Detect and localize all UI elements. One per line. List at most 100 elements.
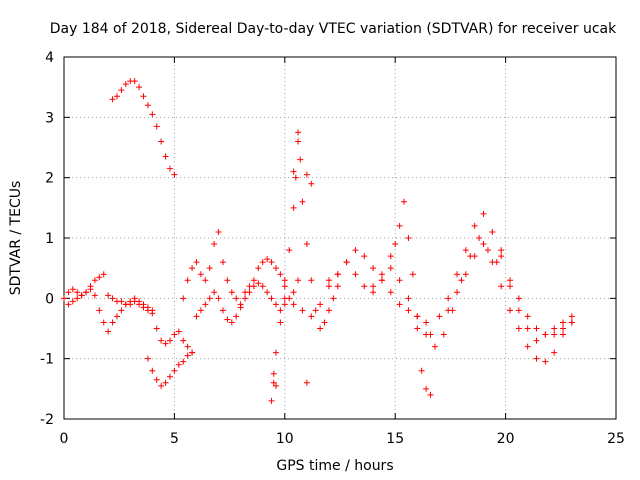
data-point: [180, 337, 187, 344]
data-point: [171, 171, 178, 178]
data-point: [180, 295, 187, 302]
data-point: [297, 156, 304, 163]
data-point: [122, 301, 129, 308]
data-point: [127, 298, 134, 305]
data-point: [184, 277, 191, 284]
data-point: [551, 325, 558, 332]
data-point: [290, 204, 297, 211]
data-point: [166, 165, 173, 172]
data-point: [83, 289, 90, 296]
data-point: [224, 277, 231, 284]
data-point: [193, 313, 200, 320]
data-point: [454, 271, 461, 278]
data-point: [277, 319, 284, 326]
data-point: [100, 271, 107, 278]
data-point: [268, 397, 275, 404]
data-point: [250, 283, 257, 290]
data-point: [206, 265, 213, 272]
data-point: [295, 277, 302, 284]
data-point: [264, 289, 271, 296]
x-tick-label: 25: [607, 431, 625, 447]
data-point: [215, 228, 222, 235]
data-point: [396, 301, 403, 308]
data-point: [551, 331, 558, 338]
data-point: [303, 379, 310, 386]
data-point: [255, 265, 262, 272]
data-point: [158, 382, 165, 389]
data-point: [290, 168, 297, 175]
series-outliers: [270, 129, 315, 389]
data-point: [409, 271, 416, 278]
data-point: [233, 313, 240, 320]
data-point: [281, 301, 288, 308]
data-point: [405, 307, 412, 314]
data-point: [277, 307, 284, 314]
data-point: [299, 307, 306, 314]
data-point: [401, 198, 408, 205]
data-point: [352, 247, 359, 254]
data-point: [118, 87, 125, 94]
data-point: [533, 337, 540, 344]
data-point: [61, 295, 67, 302]
data-point: [292, 174, 299, 181]
data-point: [524, 325, 531, 332]
series-arc-6: [193, 277, 302, 326]
data-point: [560, 319, 567, 326]
data-point: [175, 328, 182, 335]
data-point: [162, 153, 169, 160]
data-point: [308, 180, 315, 187]
data-point: [498, 247, 505, 254]
data-point: [153, 325, 160, 332]
data-point: [140, 301, 147, 308]
series-arc-2: [65, 286, 156, 335]
data-point: [65, 289, 72, 296]
data-point: [387, 265, 394, 272]
data-point: [568, 313, 575, 320]
data-point: [268, 295, 275, 302]
data-point: [396, 277, 403, 284]
data-point: [480, 210, 487, 217]
y-tick-label: 2: [45, 171, 54, 187]
data-point: [144, 102, 151, 109]
data-point: [476, 235, 483, 241]
series-arc-13: [498, 247, 575, 338]
data-point: [489, 228, 496, 235]
series-arc-3: [109, 78, 178, 178]
data-point: [392, 241, 399, 248]
data-point: [158, 337, 165, 344]
data-point: [246, 289, 253, 296]
data-point: [180, 358, 187, 365]
data-point: [370, 289, 377, 296]
data-point: [295, 129, 302, 136]
data-point: [431, 343, 438, 350]
data-point: [507, 307, 514, 314]
series-arc-5: [180, 228, 288, 308]
data-point: [361, 253, 368, 260]
data-point: [166, 337, 173, 344]
data-marks: [61, 78, 575, 404]
data-point: [286, 247, 293, 254]
data-point: [414, 313, 421, 320]
data-point: [131, 78, 138, 85]
series-arc-1: [61, 271, 196, 356]
data-point: [396, 222, 403, 229]
data-point: [325, 277, 332, 284]
data-point: [131, 295, 138, 302]
series-arc-9: [325, 198, 434, 398]
data-point: [462, 271, 469, 278]
data-point: [334, 283, 341, 290]
x-axis-title: GPS time / hours: [276, 458, 393, 474]
data-point: [109, 319, 116, 326]
data-point: [414, 325, 421, 332]
data-point: [219, 307, 226, 314]
data-point: [219, 259, 226, 266]
data-point: [197, 271, 204, 278]
data-point: [202, 301, 209, 308]
series-arc-11: [427, 210, 575, 344]
data-point: [458, 277, 465, 284]
data-point: [295, 138, 302, 145]
data-point: [436, 313, 443, 320]
data-point: [96, 307, 103, 314]
data-point: [78, 292, 85, 299]
data-point: [281, 295, 288, 302]
